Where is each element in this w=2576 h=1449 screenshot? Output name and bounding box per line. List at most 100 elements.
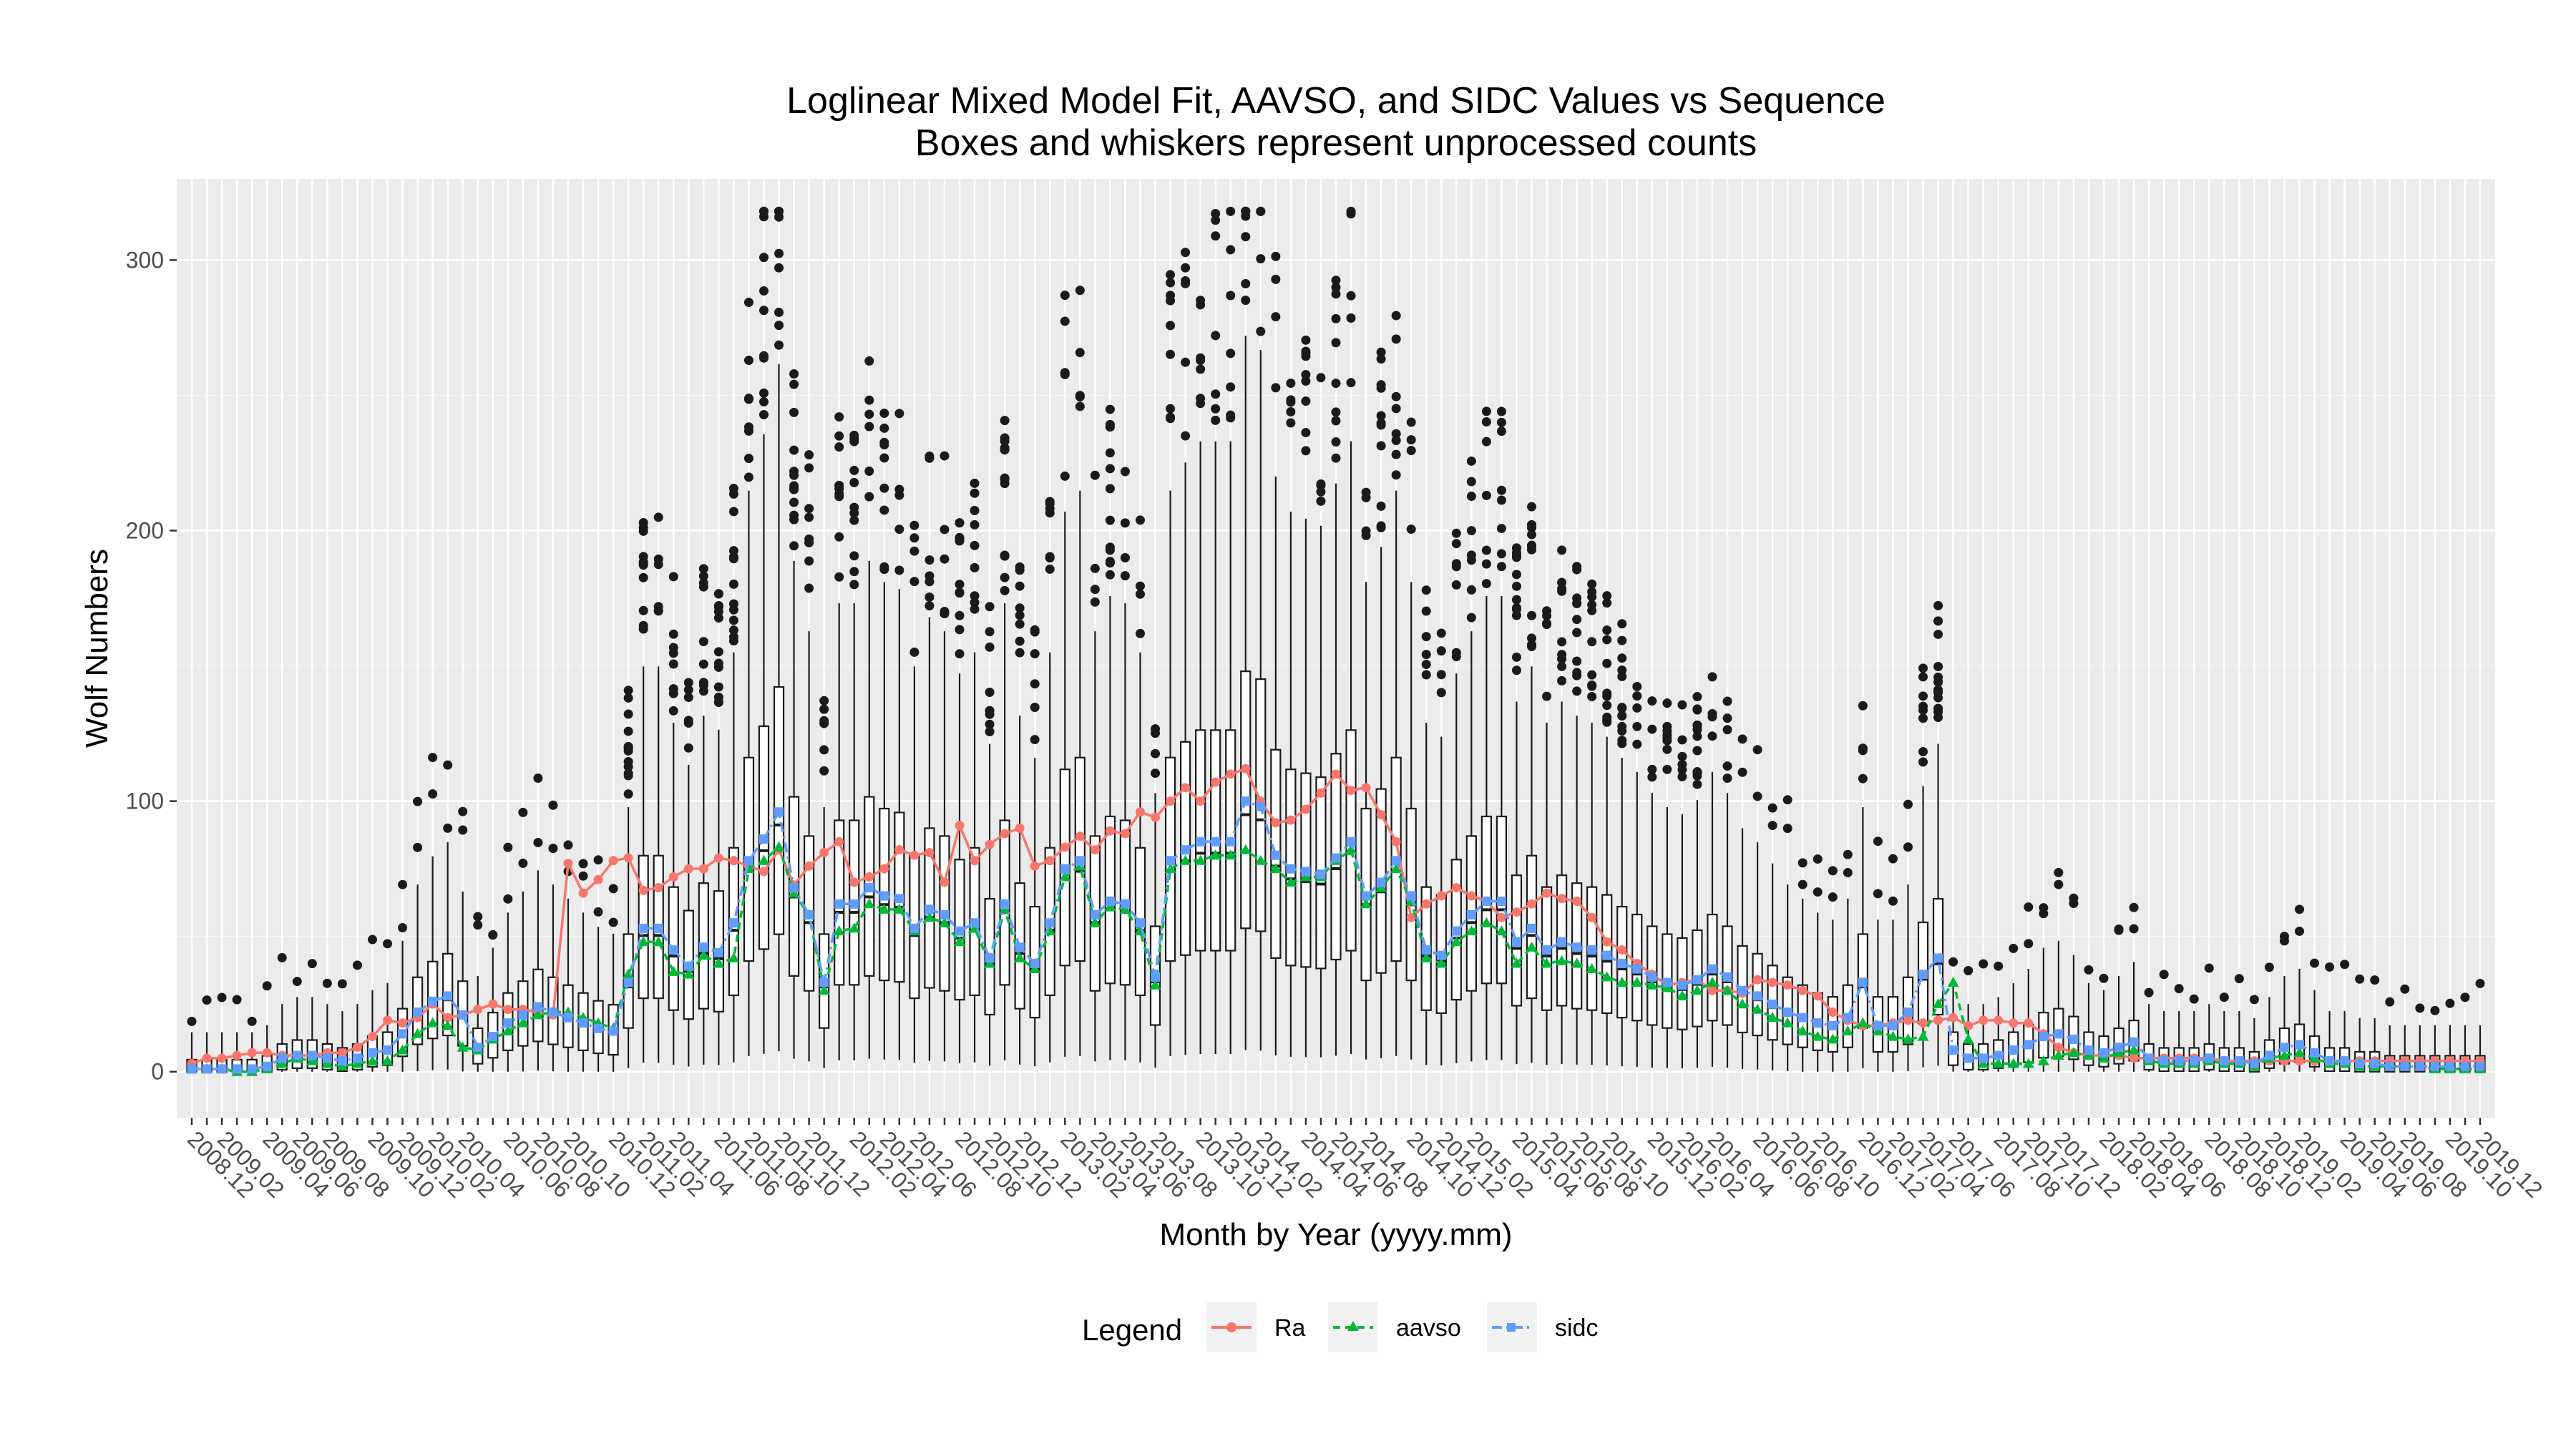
outlier-point	[1166, 270, 1176, 280]
data-point	[593, 874, 603, 884]
outlier-point	[1587, 637, 1597, 647]
outlier-point	[1196, 364, 1206, 374]
outlier-point	[1647, 696, 1657, 706]
box-plot	[954, 518, 965, 1063]
data-point	[1241, 763, 1251, 774]
outlier-point	[1662, 744, 1672, 754]
data-point	[683, 968, 695, 979]
outlier-point	[879, 409, 889, 419]
outlier-point	[1316, 373, 1326, 383]
outlier-point	[1376, 420, 1386, 430]
data-point	[2039, 1032, 2049, 1042]
data-point	[1015, 823, 1025, 833]
data-point	[788, 887, 800, 898]
data-point	[638, 923, 648, 933]
data-point	[2084, 1045, 2094, 1055]
outlier-point	[1211, 231, 1221, 241]
data-point	[1014, 952, 1026, 962]
outlier-point	[1331, 453, 1341, 463]
outlier-point	[940, 554, 950, 564]
data-point	[2098, 1052, 2110, 1063]
outlier-point	[398, 923, 408, 933]
outlier-point	[1376, 522, 1386, 532]
data-point	[1646, 979, 1658, 990]
outlier-point	[2415, 1003, 2425, 1013]
data-point	[1301, 804, 1311, 814]
outlier-point	[1376, 501, 1386, 511]
outlier-point	[819, 696, 829, 706]
outlier-point	[1421, 632, 1431, 642]
outlier-point	[1135, 515, 1145, 525]
outlier-point	[593, 855, 603, 865]
data-point	[502, 1025, 514, 1036]
data-point	[1963, 1053, 1974, 1063]
data-point	[1887, 1030, 1899, 1041]
outlier-point	[1181, 275, 1191, 286]
outlier-point	[518, 858, 528, 868]
outlier-point	[1376, 347, 1386, 357]
outlier-point	[849, 436, 859, 447]
data-point	[247, 1064, 257, 1074]
data-point	[668, 965, 680, 976]
data-point	[441, 1020, 454, 1030]
outlier-point	[578, 859, 588, 869]
outlier-point	[1617, 726, 1627, 736]
data-point	[1224, 849, 1236, 860]
data-point	[2144, 1053, 2154, 1063]
box-plot	[2038, 903, 2049, 1072]
outlier-point	[955, 587, 965, 597]
outlier-point	[2460, 992, 2470, 1002]
outlier-point	[1587, 592, 1597, 602]
box-plot	[834, 412, 845, 1060]
outlier-point	[985, 719, 995, 729]
outlier-point	[894, 565, 904, 575]
outlier-point	[1421, 650, 1431, 660]
outlier-point	[1617, 738, 1627, 748]
outlier-point	[1301, 396, 1311, 406]
outlier-point	[728, 632, 738, 642]
data-point	[1812, 1030, 1824, 1041]
outlier-point	[1391, 449, 1401, 459]
data-point	[1480, 917, 1493, 927]
data-point	[1707, 985, 1717, 995]
outlier-point	[804, 463, 814, 473]
outlier-point	[1617, 665, 1627, 675]
outlier-point	[1647, 772, 1657, 782]
outlier-point	[1496, 426, 1506, 436]
data-point	[804, 909, 814, 919]
box-plot	[924, 451, 935, 1061]
outlier-point	[1015, 562, 1025, 572]
outlier-point	[1557, 545, 1567, 555]
box-plot	[1164, 270, 1176, 1056]
data-point	[1376, 877, 1386, 887]
legend-label-ra: Ra	[1274, 1314, 1306, 1342]
outlier-point	[1737, 734, 1747, 744]
outlier-point	[879, 483, 889, 493]
data-point	[1692, 975, 1702, 985]
outlier-point	[1226, 291, 1236, 301]
outlier-point	[2234, 974, 2244, 984]
data-point	[1857, 1017, 1869, 1028]
data-point	[1496, 925, 1508, 936]
outlier-point	[623, 771, 633, 781]
outlier-point	[1632, 691, 1642, 701]
outlier-point	[2295, 904, 2305, 914]
data-point	[2007, 1058, 2019, 1068]
outlier-point	[1873, 889, 1883, 899]
outlier-point	[940, 525, 950, 535]
outlier-point	[1692, 692, 1702, 702]
data-point	[774, 807, 784, 817]
outlier-point	[1557, 654, 1567, 664]
outlier-point	[789, 369, 799, 379]
outlier-point	[458, 825, 468, 835]
outlier-point	[789, 470, 799, 480]
outlier-point	[367, 935, 377, 945]
outlier-point	[1647, 724, 1657, 734]
data-point	[277, 1053, 287, 1063]
data-point	[1677, 980, 1687, 990]
outlier-point	[1677, 751, 1687, 761]
data-point	[1527, 923, 1537, 933]
outlier-point	[1030, 703, 1040, 713]
outlier-point	[713, 647, 723, 657]
box-plot	[1134, 515, 1146, 1063]
